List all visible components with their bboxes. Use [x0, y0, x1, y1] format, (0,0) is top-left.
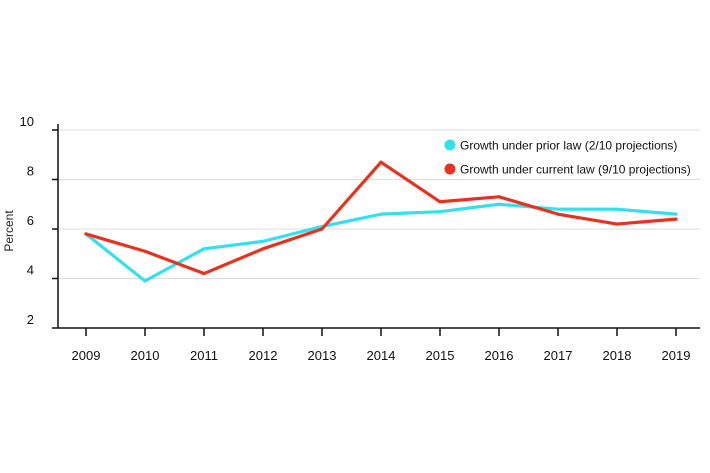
data-point — [320, 227, 324, 231]
y-axis: 2 4 6 8 10 — [20, 114, 59, 329]
data-point — [379, 212, 383, 216]
x-tick-label: 2009 — [72, 348, 101, 363]
x-tick-label: 2014 — [367, 348, 396, 363]
x-tick-label: 2017 — [544, 348, 573, 363]
data-point — [556, 207, 560, 211]
x-axis: 2009 2010 2011 2012 2013 2014 2015 2016 2017 2018… — [58, 327, 700, 363]
legend-label: Growth under prior law (2/10 projections… — [460, 139, 677, 153]
data-point — [143, 279, 147, 283]
series-line-2 — [84, 160, 678, 276]
x-tick-label: 2016 — [485, 348, 514, 363]
x-tick-label: 2011 — [190, 348, 218, 363]
data-point — [84, 232, 88, 236]
y-tick-label: 4 — [27, 263, 34, 278]
y-axis-title: Percent — [2, 210, 16, 252]
data-point — [438, 210, 442, 214]
data-point — [615, 222, 619, 226]
y-tick-label: 2 — [27, 312, 34, 327]
series-line-1 — [84, 202, 678, 283]
series-layer — [84, 160, 678, 283]
data-point — [202, 271, 206, 276]
legend-marker — [444, 139, 456, 151]
data-point — [674, 217, 678, 221]
x-tick-label: 2018 — [603, 348, 632, 363]
x-tick-label: 2015 — [426, 348, 455, 363]
data-point — [438, 200, 442, 204]
y-tick-label: 8 — [27, 164, 34, 179]
legend-label: Growth under current law (9/10 projectio… — [460, 163, 691, 177]
data-point — [143, 249, 147, 253]
x-tick-label: 2013 — [308, 348, 337, 363]
y-tick-label: 6 — [27, 213, 34, 228]
x-tick-label: 2012 — [249, 348, 278, 363]
data-point — [674, 212, 678, 216]
x-tick-label: 2019 — [662, 348, 691, 363]
data-point — [379, 160, 383, 164]
legend-marker — [444, 163, 456, 175]
data-point — [202, 247, 206, 251]
data-point — [556, 212, 560, 216]
data-point — [261, 247, 265, 251]
x-tick-label: 2010 — [131, 348, 160, 363]
data-point — [497, 202, 501, 206]
data-point — [261, 239, 265, 243]
y-tick-label: 10 — [20, 114, 34, 129]
data-point — [497, 195, 501, 199]
data-point — [615, 207, 619, 211]
legend: Growth under prior law (2/10 projections… — [444, 139, 691, 177]
gridlines — [58, 129, 700, 279]
